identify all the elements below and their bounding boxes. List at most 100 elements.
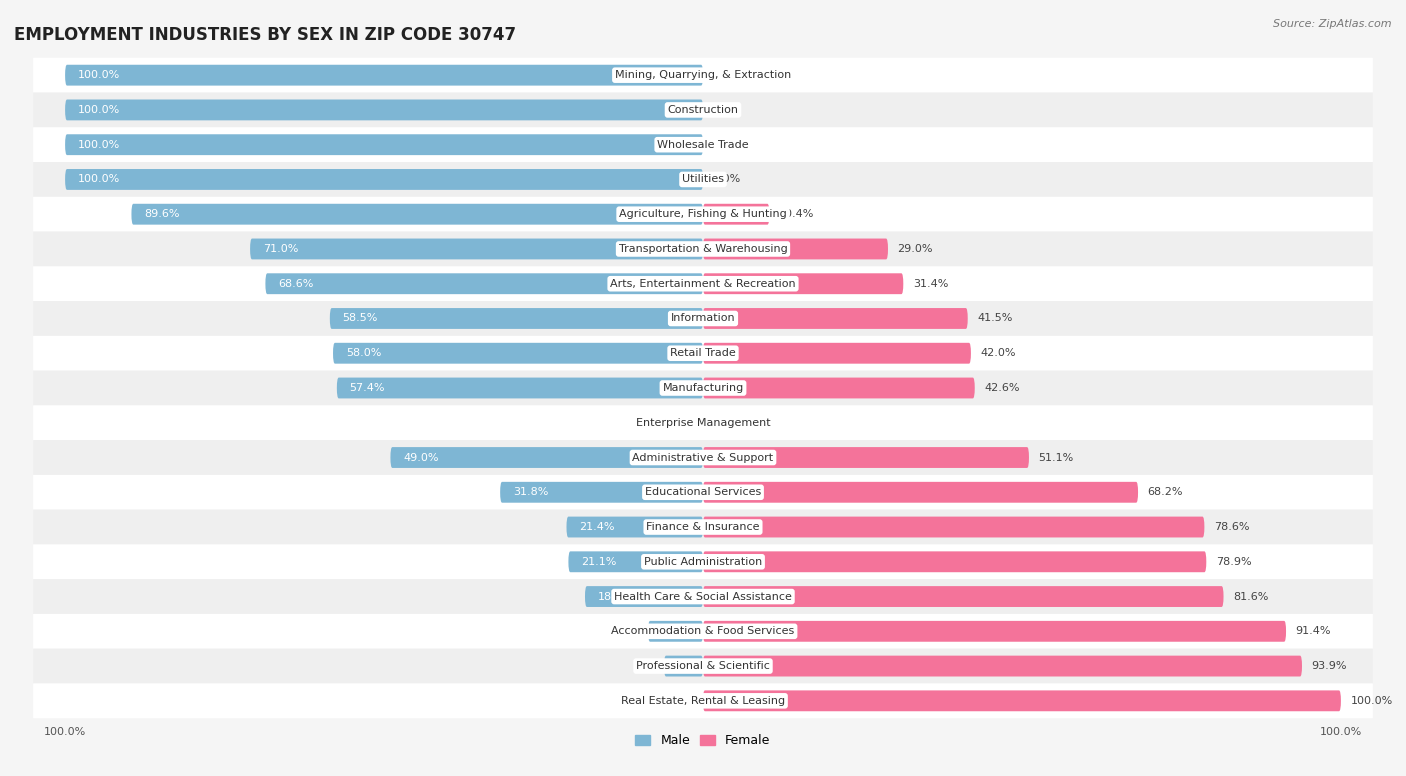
FancyBboxPatch shape xyxy=(34,301,1372,336)
FancyBboxPatch shape xyxy=(34,336,1372,371)
FancyBboxPatch shape xyxy=(703,447,1029,468)
FancyBboxPatch shape xyxy=(34,92,1372,127)
Text: 78.6%: 78.6% xyxy=(1213,522,1250,532)
FancyBboxPatch shape xyxy=(34,649,1372,684)
Text: 6.1%: 6.1% xyxy=(676,661,704,671)
FancyBboxPatch shape xyxy=(34,475,1372,510)
FancyBboxPatch shape xyxy=(703,204,769,224)
Text: 78.9%: 78.9% xyxy=(1216,557,1251,566)
FancyBboxPatch shape xyxy=(65,169,703,190)
Text: Public Administration: Public Administration xyxy=(644,557,762,566)
FancyBboxPatch shape xyxy=(34,231,1372,266)
FancyBboxPatch shape xyxy=(34,127,1372,162)
Text: 100.0%: 100.0% xyxy=(1351,696,1393,706)
Text: Health Care & Social Assistance: Health Care & Social Assistance xyxy=(614,591,792,601)
Text: Transportation & Warehousing: Transportation & Warehousing xyxy=(619,244,787,254)
FancyBboxPatch shape xyxy=(501,482,703,503)
Text: 89.6%: 89.6% xyxy=(145,210,180,219)
FancyBboxPatch shape xyxy=(266,273,703,294)
Text: 71.0%: 71.0% xyxy=(263,244,298,254)
Text: 0.0%: 0.0% xyxy=(713,417,741,428)
Text: Agriculture, Fishing & Hunting: Agriculture, Fishing & Hunting xyxy=(619,210,787,219)
Text: 31.8%: 31.8% xyxy=(513,487,548,497)
Text: Finance & Insurance: Finance & Insurance xyxy=(647,522,759,532)
FancyBboxPatch shape xyxy=(648,621,703,642)
Text: Real Estate, Rental & Leasing: Real Estate, Rental & Leasing xyxy=(621,696,785,706)
Legend: Male, Female: Male, Female xyxy=(630,729,776,752)
Text: 42.0%: 42.0% xyxy=(980,348,1017,359)
Text: 8.6%: 8.6% xyxy=(661,626,689,636)
Text: Utilities: Utilities xyxy=(682,175,724,185)
FancyBboxPatch shape xyxy=(34,371,1372,405)
Text: 0.0%: 0.0% xyxy=(665,696,693,706)
Text: 58.5%: 58.5% xyxy=(343,314,378,324)
Text: 0.0%: 0.0% xyxy=(665,417,693,428)
Text: Manufacturing: Manufacturing xyxy=(662,383,744,393)
FancyBboxPatch shape xyxy=(65,64,703,85)
FancyBboxPatch shape xyxy=(585,586,703,607)
FancyBboxPatch shape xyxy=(34,545,1372,579)
Text: Mining, Quarrying, & Extraction: Mining, Quarrying, & Extraction xyxy=(614,70,792,80)
FancyBboxPatch shape xyxy=(337,378,703,398)
Text: 21.4%: 21.4% xyxy=(579,522,614,532)
Text: 0.0%: 0.0% xyxy=(713,175,741,185)
Text: 93.9%: 93.9% xyxy=(1312,661,1347,671)
FancyBboxPatch shape xyxy=(391,447,703,468)
FancyBboxPatch shape xyxy=(567,517,703,538)
Text: Information: Information xyxy=(671,314,735,324)
FancyBboxPatch shape xyxy=(34,510,1372,545)
Text: Administrative & Support: Administrative & Support xyxy=(633,452,773,462)
FancyBboxPatch shape xyxy=(34,684,1372,719)
Text: 58.0%: 58.0% xyxy=(346,348,381,359)
Text: 51.1%: 51.1% xyxy=(1039,452,1074,462)
FancyBboxPatch shape xyxy=(703,517,1205,538)
FancyBboxPatch shape xyxy=(703,656,1302,677)
Text: 68.2%: 68.2% xyxy=(1147,487,1182,497)
Text: Arts, Entertainment & Recreation: Arts, Entertainment & Recreation xyxy=(610,279,796,289)
FancyBboxPatch shape xyxy=(703,273,903,294)
Text: 68.6%: 68.6% xyxy=(278,279,314,289)
FancyBboxPatch shape xyxy=(65,99,703,120)
FancyBboxPatch shape xyxy=(250,238,703,259)
FancyBboxPatch shape xyxy=(34,614,1372,649)
Text: 57.4%: 57.4% xyxy=(350,383,385,393)
Text: 100.0%: 100.0% xyxy=(77,105,120,115)
Text: 31.4%: 31.4% xyxy=(912,279,948,289)
FancyBboxPatch shape xyxy=(34,57,1372,92)
Text: Enterprise Management: Enterprise Management xyxy=(636,417,770,428)
FancyBboxPatch shape xyxy=(703,378,974,398)
Text: 91.4%: 91.4% xyxy=(1295,626,1331,636)
FancyBboxPatch shape xyxy=(664,656,703,677)
FancyBboxPatch shape xyxy=(131,204,703,224)
Text: 0.0%: 0.0% xyxy=(713,105,741,115)
Text: 18.5%: 18.5% xyxy=(598,591,633,601)
Text: 21.1%: 21.1% xyxy=(581,557,617,566)
Text: Source: ZipAtlas.com: Source: ZipAtlas.com xyxy=(1274,19,1392,29)
FancyBboxPatch shape xyxy=(703,552,1206,572)
Text: 100.0%: 100.0% xyxy=(77,175,120,185)
Text: 0.0%: 0.0% xyxy=(713,70,741,80)
Text: 100.0%: 100.0% xyxy=(77,70,120,80)
FancyBboxPatch shape xyxy=(568,552,703,572)
Text: Professional & Scientific: Professional & Scientific xyxy=(636,661,770,671)
FancyBboxPatch shape xyxy=(703,238,889,259)
Text: 49.0%: 49.0% xyxy=(404,452,439,462)
Text: 42.6%: 42.6% xyxy=(984,383,1019,393)
Text: Construction: Construction xyxy=(668,105,738,115)
Text: Wholesale Trade: Wholesale Trade xyxy=(657,140,749,150)
FancyBboxPatch shape xyxy=(333,343,703,364)
FancyBboxPatch shape xyxy=(330,308,703,329)
FancyBboxPatch shape xyxy=(34,266,1372,301)
Text: Retail Trade: Retail Trade xyxy=(671,348,735,359)
Text: 81.6%: 81.6% xyxy=(1233,591,1268,601)
Text: 0.0%: 0.0% xyxy=(713,140,741,150)
Text: Educational Services: Educational Services xyxy=(645,487,761,497)
FancyBboxPatch shape xyxy=(703,343,972,364)
Text: EMPLOYMENT INDUSTRIES BY SEX IN ZIP CODE 30747: EMPLOYMENT INDUSTRIES BY SEX IN ZIP CODE… xyxy=(14,26,516,44)
FancyBboxPatch shape xyxy=(703,482,1137,503)
FancyBboxPatch shape xyxy=(34,162,1372,197)
Text: Accommodation & Food Services: Accommodation & Food Services xyxy=(612,626,794,636)
Text: 100.0%: 100.0% xyxy=(77,140,120,150)
FancyBboxPatch shape xyxy=(65,134,703,155)
FancyBboxPatch shape xyxy=(703,308,967,329)
